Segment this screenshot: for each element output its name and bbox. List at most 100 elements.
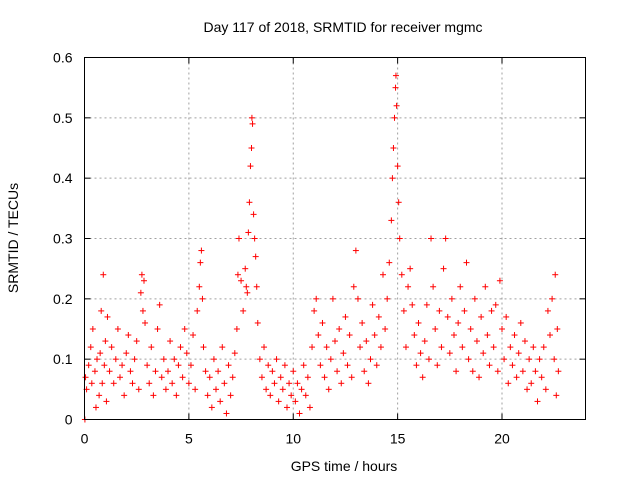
data-point (480, 350, 487, 357)
data-point (269, 368, 276, 375)
data-point (484, 332, 491, 339)
data-point (119, 362, 126, 369)
data-point (461, 307, 468, 314)
data-point (261, 344, 268, 351)
data-point (138, 271, 145, 278)
data-point (511, 332, 518, 339)
data-point (547, 332, 554, 339)
data-point (375, 313, 382, 320)
data-point (315, 332, 322, 339)
data-point (430, 283, 437, 290)
data-point (198, 247, 205, 254)
data-point (154, 326, 161, 332)
data-point (144, 362, 151, 369)
data-point (190, 332, 197, 339)
data-point (263, 386, 270, 393)
data-point (150, 392, 157, 399)
data-point (242, 265, 249, 272)
data-point (219, 344, 226, 351)
data-point (250, 211, 257, 218)
data-point (256, 356, 263, 363)
data-point (530, 344, 537, 351)
data-point (542, 386, 549, 393)
data-point (448, 295, 455, 302)
data-point (121, 392, 128, 399)
data-point (346, 332, 353, 339)
data-point (505, 380, 512, 387)
data-point (302, 392, 309, 399)
data-point (271, 380, 278, 387)
data-point (140, 277, 147, 284)
data-point (248, 114, 255, 121)
data-point (98, 307, 105, 314)
data-point (425, 356, 432, 363)
data-point (97, 350, 104, 357)
data-point (177, 344, 184, 351)
data-point (131, 356, 138, 363)
data-point (106, 368, 113, 375)
data-point (444, 313, 451, 320)
data-point (96, 392, 103, 399)
chart-title: Day 117 of 2018, SRMTID for receiver mgm… (203, 19, 482, 35)
data-point (156, 301, 163, 308)
data-point (103, 398, 110, 405)
data-point (478, 313, 485, 320)
data-point (102, 338, 109, 345)
data-point (455, 319, 462, 326)
data-point (196, 283, 203, 290)
y-tick-label: 0.5 (53, 110, 73, 126)
data-point (158, 374, 165, 381)
data-point (450, 332, 457, 339)
data-point (148, 344, 155, 351)
data-point (133, 338, 140, 345)
data-point (501, 356, 508, 363)
data-point (496, 277, 503, 284)
data-point (169, 380, 176, 387)
data-point (254, 319, 261, 326)
data-point (206, 374, 213, 381)
data-point (162, 386, 169, 393)
data-point (463, 259, 470, 266)
data-point (306, 404, 313, 411)
data-point (371, 332, 378, 339)
data-point (415, 319, 422, 326)
data-point (288, 392, 295, 399)
data-point (336, 326, 343, 332)
x-tick-label: 0 (81, 431, 89, 447)
data-point (323, 344, 330, 351)
data-point (321, 374, 328, 381)
data-point (534, 398, 541, 405)
x-tick-label: 20 (494, 431, 510, 447)
data-point (279, 386, 286, 393)
data-point (554, 326, 561, 332)
data-point (213, 386, 220, 393)
y-tick-label: 0.2 (53, 291, 73, 307)
data-point (386, 259, 393, 266)
data-point (421, 338, 428, 345)
data-point (249, 120, 256, 127)
data-point (471, 295, 478, 302)
data-point (82, 374, 89, 381)
x-axis: 0 5 10 15 20 (81, 57, 510, 447)
data-point (281, 362, 288, 369)
data-point (377, 344, 384, 351)
data-point (292, 398, 299, 405)
data-point (555, 368, 562, 375)
data-point (396, 235, 403, 242)
data-point (392, 72, 399, 79)
data-point (453, 368, 460, 375)
data-point (85, 362, 92, 369)
data-point (104, 313, 111, 320)
data-point (127, 368, 134, 375)
data-point (112, 356, 119, 363)
data-point (231, 350, 238, 357)
data-point (251, 235, 258, 242)
data-point (181, 326, 188, 332)
data-point (394, 163, 401, 170)
data-point (165, 368, 171, 375)
data-point (99, 380, 106, 387)
data-point (327, 356, 334, 363)
data-point (390, 145, 397, 151)
data-point (309, 344, 316, 351)
data-point (304, 374, 311, 381)
